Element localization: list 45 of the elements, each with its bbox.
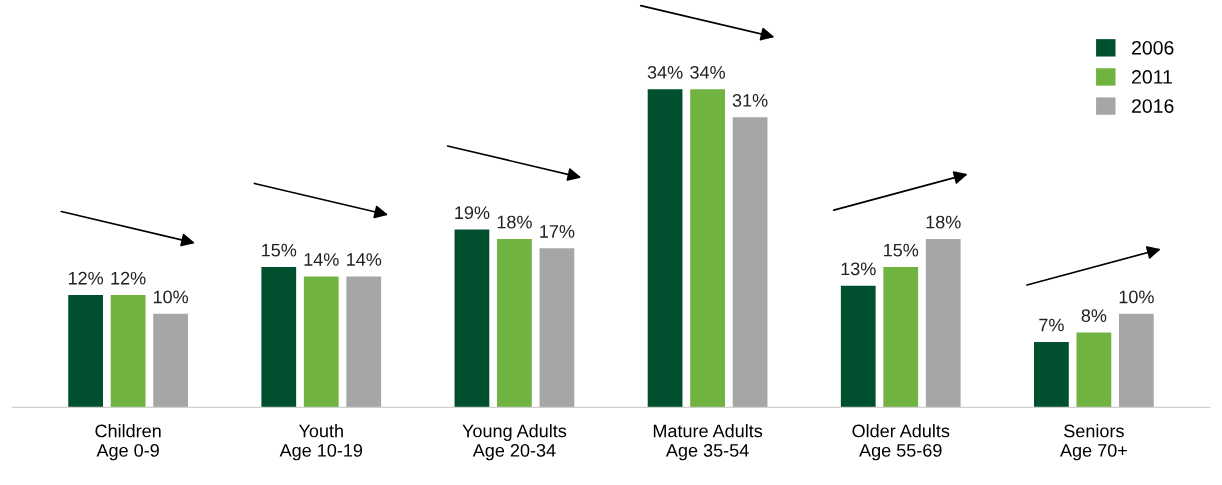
data-label: 15% [884,243,919,257]
data-label: 19% [455,206,490,220]
bar [261,267,297,408]
legend-label: 2011 [1132,70,1172,84]
bar [1034,341,1069,408]
data-label: 12% [68,271,104,285]
x-tick-label: Youth Age 10-19 [279,424,363,461]
data-label: 17% [540,225,575,238]
x-tick-label: Mature Adults Age 35-54 [653,424,763,461]
bar [153,313,188,408]
data-label: 13% [841,262,876,276]
data-label: 14% [304,253,339,266]
bar [68,295,103,408]
bar [539,248,575,408]
data-label: 10% [153,290,189,304]
data-label: 34% [647,65,683,79]
x-tick-label: Seniors Age 70+ [1060,424,1127,461]
data-label: 14% [347,253,382,266]
bar [883,267,919,408]
bar [110,295,146,408]
bar [346,276,382,408]
bar [1076,332,1112,408]
x-tick-label: Young Adults Age 20-34 [462,424,567,461]
data-label: 12% [111,271,146,285]
bar [925,238,961,408]
bar [497,238,532,408]
data-label: 18% [497,215,532,229]
bar [647,89,683,408]
legend-label: 2016 [1132,99,1174,113]
bar [690,89,725,408]
bar [303,276,339,408]
data-label: 15% [262,243,297,257]
data-label: 31% [732,94,768,107]
x-tick-label: Older Adults Age 55-69 [852,424,950,461]
legend-label: 2006 [1132,40,1174,55]
bar [732,117,768,408]
bar [840,285,876,408]
bar [454,229,490,408]
data-label: 34% [690,65,725,79]
bar [1119,313,1154,408]
data-label: 18% [926,215,961,229]
data-label: 7% [1039,318,1064,332]
x-tick-label: Children Age 0-9 [95,424,161,461]
data-label: 10% [1119,290,1154,304]
data-label: 8% [1081,309,1107,323]
